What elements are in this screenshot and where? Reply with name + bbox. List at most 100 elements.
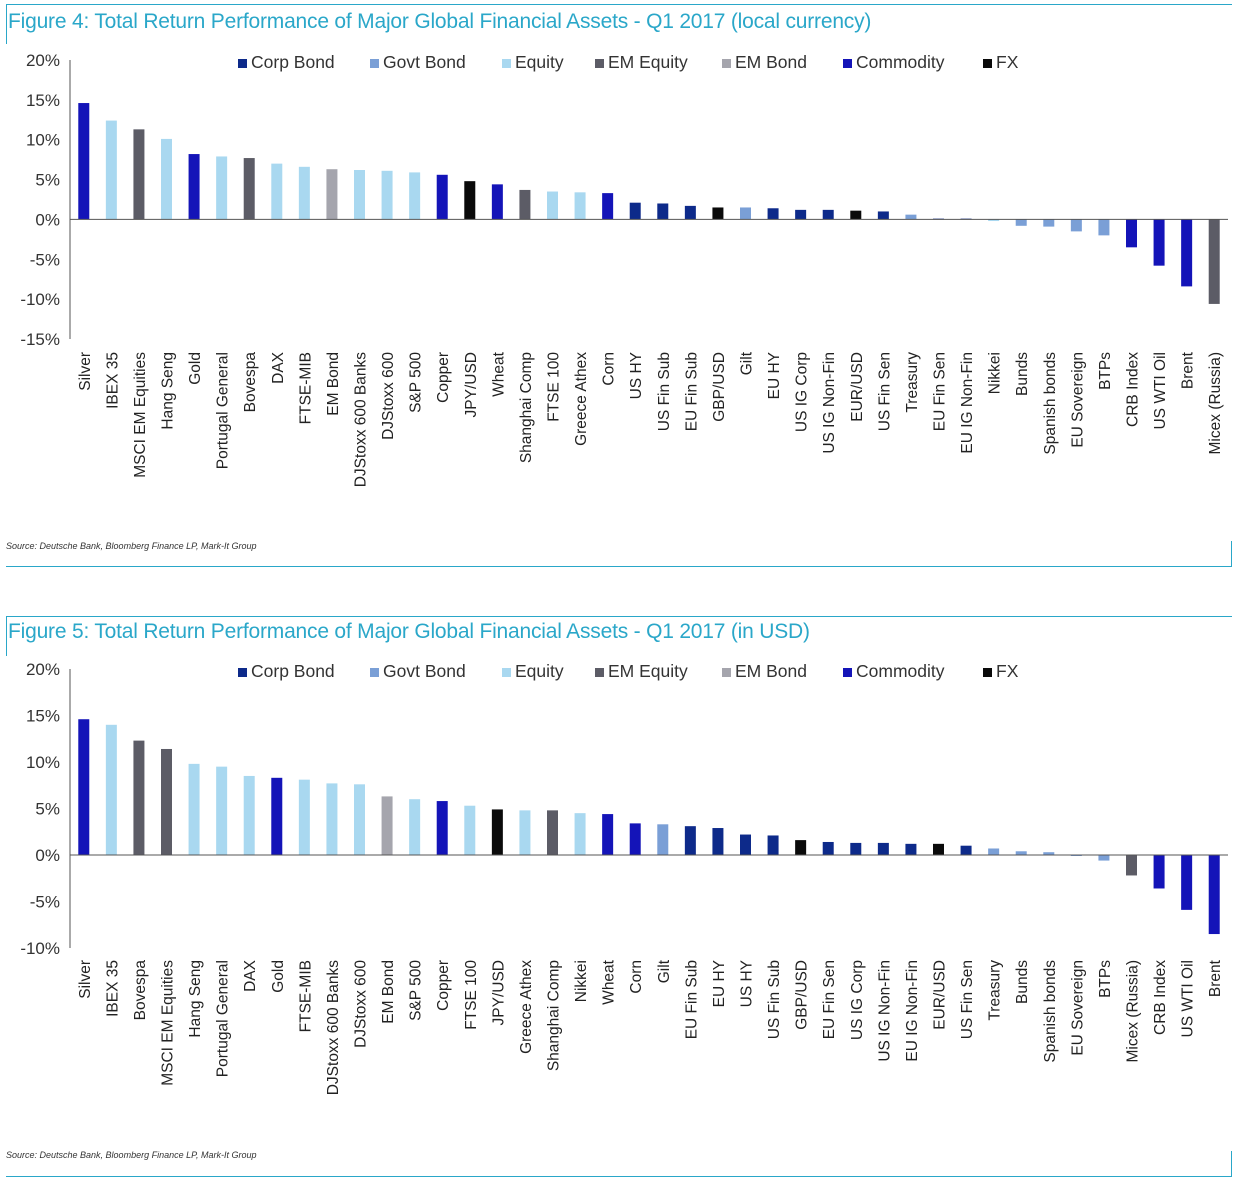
bar-dax: [243, 775, 255, 855]
bar-us-fin-sen: [877, 211, 889, 220]
y-tick-label: 0%: [35, 846, 60, 865]
x-category-label: Spanish bonds: [1042, 352, 1059, 455]
source-note: Source: Deutsche Bank, Bloomberg Finance…: [6, 1150, 257, 1160]
x-category-label: EU IG Non-Fin: [904, 960, 921, 1062]
x-category-label: US WTI Oil: [1152, 352, 1169, 430]
x-category-label: MSCI EM Equities: [160, 960, 177, 1086]
bar-us-fin-sen: [960, 845, 972, 855]
bar-micex-russia: [1126, 855, 1137, 876]
x-category-label: EU Fin Sen: [821, 960, 838, 1039]
bar-us-hy: [629, 202, 641, 220]
bar-shanghai-comp: [547, 810, 558, 855]
x-category-label: EU Fin Sen: [932, 352, 949, 431]
y-tick-label: 15%: [26, 91, 60, 110]
x-category-label: Portugal General: [215, 352, 232, 469]
x-category-label: FTSE 100: [463, 960, 480, 1030]
x-category-label: US IG Corp: [794, 352, 811, 432]
bar-eu-sovereign: [1070, 219, 1082, 232]
figure-right-rule: [1231, 541, 1232, 567]
x-category-label: BTPs: [1097, 352, 1114, 390]
bar-chart-usd: 20% 15% 10% 5% 0% -5% -10% Silver IBEX 35 Bovespa…: [20, 660, 1228, 1096]
bar-djstoxx-600-banks: [354, 170, 365, 220]
bar-gilt: [740, 207, 751, 220]
x-category-label: Brent: [1207, 959, 1224, 997]
bar-crb-index: [1153, 855, 1165, 889]
x-category-label: MSCI EM Equities: [132, 352, 149, 478]
x-category-label: EU HY: [766, 352, 783, 399]
x-category-label: US WTI Oil: [1180, 960, 1197, 1038]
bar-eur-usd: [850, 210, 862, 220]
bar-brent: [1208, 855, 1220, 935]
bar-silver: [78, 719, 90, 855]
bar-treasury: [988, 848, 1000, 855]
legend-swatch: [370, 668, 379, 677]
bar-portugal-general: [216, 156, 228, 220]
x-category-label: US HY: [628, 352, 645, 399]
x-category-label: EU HY: [711, 960, 728, 1007]
bar-btps: [1098, 855, 1110, 861]
bar-corn: [602, 193, 614, 220]
x-category-label: Copper: [435, 960, 452, 1011]
y-tick-label: 15%: [26, 707, 60, 726]
figure-title: Figure 4: Total Return Performance of Ma…: [8, 10, 872, 33]
legend-swatch: [722, 668, 731, 677]
bar-hang-seng: [161, 138, 172, 220]
x-category-label: Nikkei: [987, 352, 1004, 394]
bar-dax: [271, 163, 283, 220]
legend-swatch: [983, 59, 992, 68]
bar-us-ig-corp: [850, 842, 862, 855]
legend-swatch: [370, 59, 379, 68]
figure-title: Figure 5: Total Return Performance of Ma…: [8, 620, 810, 643]
bar-bovespa: [133, 740, 145, 855]
x-category-label: Silver: [77, 960, 94, 999]
bar-ftse-100: [464, 805, 476, 855]
x-category-label: US IG Corp: [849, 960, 866, 1040]
legend-label-commodity: Commodity: [856, 661, 945, 681]
bar-djstoxx-600-banks: [326, 783, 338, 855]
bar-portugal-general: [216, 766, 228, 855]
y-tick-label: 20%: [26, 660, 60, 679]
legend-label-fx: FX: [996, 661, 1019, 681]
legend-label-corp-bond: Corp Bond: [251, 52, 335, 72]
x-category-label: Gilt: [656, 959, 673, 983]
y-tick-label: -10%: [20, 290, 60, 309]
x-category-label: CRB Index: [1152, 960, 1169, 1035]
legend-swatch: [722, 59, 731, 68]
bar-s-p-500: [409, 799, 421, 855]
x-category-label: Treasury: [904, 352, 921, 413]
x-category-label: DJStoxx 600: [380, 352, 397, 440]
bar-btps: [1098, 219, 1110, 236]
x-category-label: JPY/USD: [490, 960, 507, 1025]
x-category-label: Portugal General: [215, 960, 232, 1077]
x-category-label: DJStoxx 600 Banks: [325, 960, 342, 1096]
bar-em-bond: [326, 169, 338, 220]
x-category-label: Silver: [77, 352, 94, 391]
legend-label-em-equity: EM Equity: [608, 661, 688, 681]
bar-wheat: [602, 814, 614, 855]
legend-swatch: [502, 59, 511, 68]
legend-label-govt-bond: Govt Bond: [383, 52, 466, 72]
x-category-label: Spanish bonds: [1042, 960, 1059, 1063]
figure-left-rule: [6, 4, 7, 44]
x-category-label: EM Bond: [380, 960, 397, 1024]
x-category-label: EU Fin Sub: [683, 960, 700, 1039]
bar-eu-fin-sub: [684, 205, 696, 220]
bar-us-ig-non-fin: [822, 209, 834, 220]
x-category-label: Bovespa: [132, 960, 149, 1021]
x-category-label: Wheat: [601, 959, 618, 1004]
x-category-label: Shanghai Comp: [518, 352, 535, 463]
bar-ibex-35: [105, 120, 117, 220]
x-category-label: US Fin Sen: [959, 960, 976, 1039]
x-category-label: Bunds: [1014, 960, 1031, 1004]
bar-jpy-usd: [464, 181, 476, 220]
bar-us-hy: [740, 834, 751, 855]
bar-djstoxx-600: [381, 170, 393, 220]
bar-bunds: [1015, 219, 1027, 226]
x-category-label: Corn: [601, 352, 618, 386]
x-category-label: US Fin Sub: [656, 352, 673, 431]
y-tick-label: -5%: [30, 893, 60, 912]
bar-us-ig-corp: [795, 209, 807, 220]
x-category-label: Bovespa: [242, 352, 259, 413]
x-category-label: Gold: [187, 352, 204, 385]
y-tick-label: 10%: [26, 753, 60, 772]
